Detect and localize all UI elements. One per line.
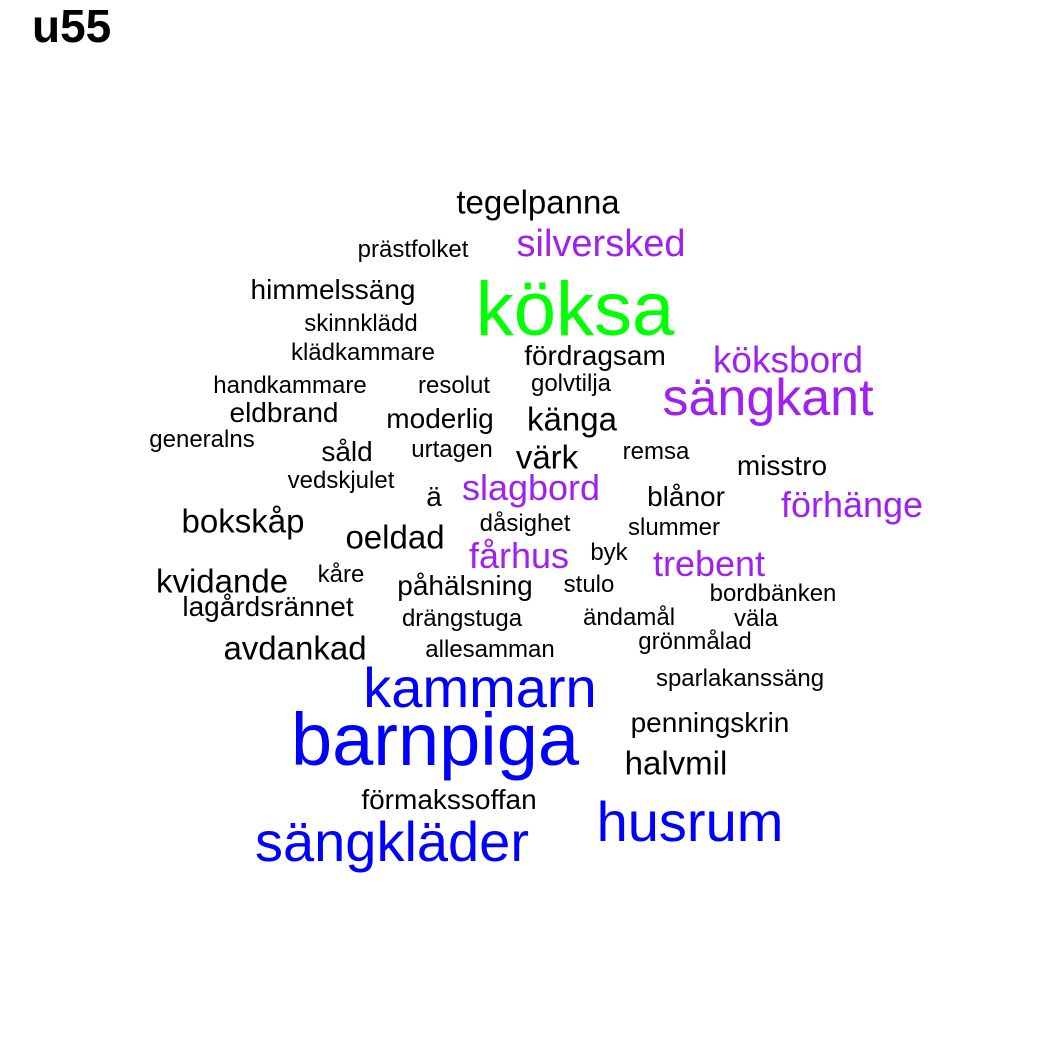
cloud-word: urtagen bbox=[411, 436, 493, 463]
cloud-word: penningskrin bbox=[630, 707, 790, 738]
cloud-word: ä bbox=[426, 481, 442, 512]
cloud-word: prästfolket bbox=[357, 236, 469, 263]
cloud-word: skinnklädd bbox=[304, 310, 418, 337]
cloud-word: eldbrand bbox=[229, 397, 339, 428]
cloud-word: kammarn bbox=[363, 656, 597, 719]
cloud-word: sparlakanssäng bbox=[655, 665, 825, 692]
cloud-word: handkammare bbox=[213, 372, 367, 399]
cloud-word: drängstuga bbox=[401, 605, 523, 632]
cloud-word: silversked bbox=[516, 223, 686, 265]
cloud-word: påhälsning bbox=[397, 570, 533, 601]
cloud-word: allesamman bbox=[425, 636, 555, 663]
cloud-word: generalns bbox=[149, 426, 255, 453]
cloud-word: husrum bbox=[596, 790, 784, 853]
cloud-word: köksa bbox=[475, 267, 675, 352]
cloud-word: lagårdsrännet bbox=[182, 591, 354, 622]
cloud-word: stulo bbox=[563, 571, 615, 598]
cloud-word: fördragsam bbox=[524, 340, 666, 371]
cloud-word: klädkammare bbox=[290, 339, 436, 366]
cloud-word: remsa bbox=[622, 438, 690, 465]
cloud-word: sängkläder bbox=[255, 810, 529, 873]
cloud-word: fårhus bbox=[468, 535, 570, 576]
cloud-word: slagbord bbox=[461, 467, 601, 508]
cloud-word: moderlig bbox=[386, 403, 494, 434]
cloud-word: golvtilja bbox=[530, 370, 612, 397]
cloud-word: slummer bbox=[627, 514, 721, 541]
cloud-word: sängkant bbox=[662, 369, 874, 427]
page-title: u55 bbox=[32, 0, 112, 52]
cloud-word: blånor bbox=[647, 481, 725, 512]
cloud-word: förhänge bbox=[780, 484, 924, 525]
cloud-word: vedskjulet bbox=[287, 467, 395, 494]
cloud-word: känga bbox=[527, 400, 617, 438]
cloud-word: förmakssoffan bbox=[361, 784, 537, 815]
cloud-word: misstro bbox=[736, 450, 828, 481]
cloud-word: bordbänken bbox=[709, 580, 837, 607]
cloud-word: himmelssäng bbox=[250, 274, 416, 305]
cloud-word: barnpiga bbox=[290, 698, 580, 781]
cloud-word: värk bbox=[515, 438, 579, 476]
cloud-word: byk bbox=[590, 539, 628, 566]
cloud-word: kåre bbox=[317, 561, 365, 588]
cloud-word: kvidande bbox=[155, 562, 289, 600]
cloud-word: halvmil bbox=[624, 744, 728, 782]
cloud-word: köksbord bbox=[712, 339, 864, 381]
cloud-word: väla bbox=[733, 605, 779, 632]
cloud-word: trebent bbox=[652, 543, 766, 584]
cloud-word: bokskåp bbox=[181, 502, 305, 540]
cloud-word: såld bbox=[321, 436, 373, 467]
cloud-word: oeldad bbox=[345, 518, 445, 556]
cloud-word: avdankad bbox=[223, 629, 367, 667]
cloud-word: grönmålad bbox=[638, 628, 752, 655]
cloud-word: tegelpanna bbox=[456, 183, 620, 221]
cloud-word: dåsighet bbox=[479, 510, 571, 537]
cloud-word: ändamål bbox=[582, 604, 676, 631]
cloud-word: resolut bbox=[417, 372, 491, 399]
